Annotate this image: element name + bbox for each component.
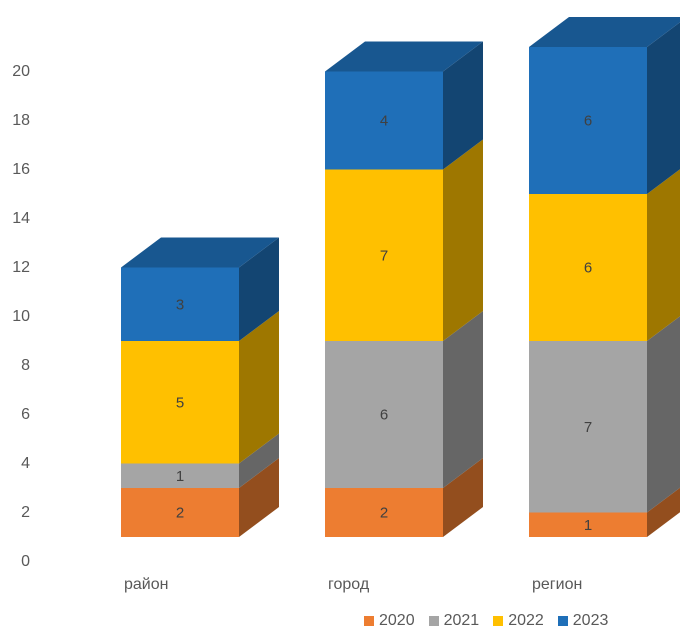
- y-tick-label: 18: [12, 112, 30, 129]
- data-label: 6: [584, 113, 592, 130]
- bar-top-face: [325, 41, 483, 72]
- data-label: 6: [380, 407, 388, 424]
- legend-swatch: [557, 616, 568, 626]
- bar-side-face: [443, 41, 483, 170]
- bar-front-face: [325, 71, 443, 170]
- bar-segment: 1: [121, 433, 279, 488]
- bar-front-face: [121, 488, 239, 537]
- legend-item: 2021: [428, 612, 480, 630]
- data-label: 3: [176, 296, 184, 313]
- bar-segment: 7: [325, 139, 483, 341]
- data-label: 7: [584, 419, 592, 436]
- y-tick-label: 6: [21, 406, 30, 423]
- y-axis: 0 2 4 6 8 10 12 14 16 18 20: [12, 63, 30, 570]
- bar-side-face: [443, 311, 483, 488]
- bar-segment: 2: [325, 458, 483, 537]
- bar-front-face: [529, 47, 647, 194]
- bar-top-face: [529, 17, 680, 47]
- x-axis: район город регион: [124, 576, 582, 593]
- bar-front-face: [121, 341, 239, 464]
- y-tick-label: 0: [21, 553, 30, 570]
- bar-segment: 2: [121, 458, 279, 537]
- y-tick-label: 4: [21, 455, 30, 472]
- bar-side-face: [239, 458, 279, 537]
- bar-front-face: [529, 341, 647, 513]
- bar-segment: 6: [325, 311, 483, 488]
- legend-label: 2023: [572, 612, 609, 629]
- data-label: 7: [380, 247, 388, 264]
- data-label: 2: [380, 505, 388, 522]
- bar-front-face: [325, 341, 443, 488]
- bar-side-face: [239, 433, 279, 488]
- y-tick-label: 12: [12, 259, 30, 276]
- legend-item: 2020: [364, 612, 415, 630]
- data-label: 4: [380, 113, 388, 130]
- data-label: 6: [584, 260, 592, 277]
- bar-side-face: [443, 458, 483, 537]
- y-tick-label: 10: [12, 308, 30, 325]
- data-label: 1: [176, 468, 184, 485]
- y-tick-label: 14: [12, 210, 30, 227]
- bar-front-face: [121, 267, 239, 341]
- bar-segment: 5: [121, 311, 279, 464]
- y-tick-label: 20: [12, 63, 30, 80]
- bar-front-face: [325, 169, 443, 341]
- bar-segment: 6: [529, 17, 680, 194]
- bar-top-face: [121, 237, 279, 268]
- bar-side-face: [239, 237, 279, 341]
- bar-segment: 6: [529, 169, 680, 341]
- bar-side-face: [239, 311, 279, 464]
- legend: 2020 2021 2022 2023: [364, 612, 608, 630]
- bar-side-face: [647, 169, 680, 341]
- bar-side-face: [647, 487, 680, 537]
- y-tick-label: 16: [12, 161, 30, 178]
- legend-swatch: [428, 616, 439, 626]
- data-label: 1: [584, 517, 592, 534]
- bar-segment: 3: [121, 237, 279, 341]
- legend-label: 2020: [379, 612, 415, 629]
- legend-label: 2022: [508, 612, 544, 629]
- x-category-label: город: [328, 576, 370, 593]
- bar-front-face: [529, 194, 647, 341]
- bar-segment: 4: [325, 41, 483, 170]
- legend-swatch: [493, 616, 504, 626]
- data-label: 2: [176, 505, 184, 522]
- bar-columns: 2 1 5 3 2 6 7 4 1 7 6 6: [121, 17, 680, 537]
- y-tick-label: 2: [21, 504, 30, 521]
- data-label: 5: [176, 394, 184, 411]
- bar-front-face: [121, 463, 239, 488]
- bar-front-face: [325, 488, 443, 537]
- bar-side-face: [647, 316, 680, 513]
- x-category-label: регион: [532, 576, 582, 593]
- legend-item: 2023: [557, 612, 609, 630]
- legend-swatch: [364, 616, 374, 626]
- bar-side-face: [647, 22, 680, 194]
- bar-segment: 7: [529, 316, 680, 513]
- legend-label: 2021: [443, 612, 480, 629]
- bar-segment: 1: [529, 487, 680, 537]
- y-tick-label: 8: [21, 357, 30, 374]
- bar-front-face: [529, 512, 647, 537]
- x-category-label: район: [124, 576, 168, 593]
- bar-side-face: [443, 139, 483, 341]
- legend-item: 2022: [493, 612, 544, 630]
